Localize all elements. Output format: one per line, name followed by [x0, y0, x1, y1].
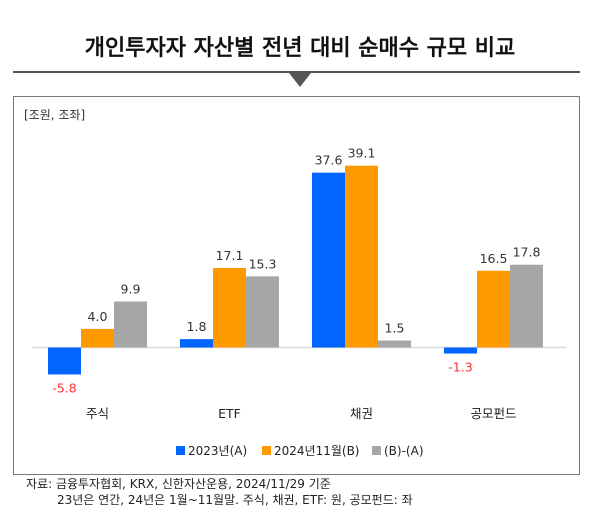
- data-label: 9.9: [121, 281, 141, 296]
- unit-label: [조원, 조좌]: [24, 108, 85, 122]
- data-label: 39.1: [348, 146, 376, 161]
- data-label: 15.3: [249, 256, 277, 271]
- bar-2-0: [312, 172, 345, 348]
- category-label: 공모펀드: [470, 406, 516, 421]
- bar-2-2: [378, 340, 411, 348]
- data-label: -1.3: [448, 360, 472, 375]
- data-label: -5.8: [52, 380, 76, 395]
- bar-1-2: [246, 276, 279, 348]
- data-label: 4.0: [88, 309, 108, 324]
- footnote-source: 자료: 금융투자협회, KRX, 신한자산운용, 2024/11/29 기준: [26, 477, 331, 491]
- data-label: 37.6: [315, 153, 343, 168]
- category-label: 채권: [350, 406, 373, 421]
- bar-2-1: [345, 165, 378, 348]
- bar-0-1: [81, 328, 114, 348]
- legend-label: 2023년(A): [188, 444, 247, 458]
- bar-1-1: [213, 267, 246, 348]
- legend-swatch: [372, 446, 381, 455]
- bar-0-2: [114, 301, 147, 348]
- category-label: ETF: [218, 406, 241, 421]
- data-label: 17.8: [513, 245, 541, 260]
- down-triangle-icon: [289, 73, 311, 87]
- legend-swatch: [262, 446, 271, 455]
- data-label: 16.5: [480, 251, 508, 266]
- bar-3-0: [444, 347, 477, 354]
- bar-0-0: [48, 347, 81, 375]
- footnote-note: 23년은 연간, 24년은 1월~11월말. 주식, 채권, ETF: 원, 공…: [57, 493, 413, 507]
- legend-label: (B)-(A): [384, 444, 424, 458]
- bar-1-0: [180, 339, 213, 348]
- category-label: 주식: [86, 406, 109, 421]
- data-label: 1.5: [385, 321, 405, 336]
- legend-label: 2024년11월(B): [274, 444, 360, 458]
- bar-3-1: [477, 270, 510, 348]
- data-label: 1.8: [187, 319, 207, 334]
- data-label: 17.1: [216, 248, 244, 263]
- legend-swatch: [176, 446, 185, 455]
- bar-3-2: [510, 264, 543, 348]
- chart-title: 개인투자자 자산별 전년 대비 순매수 규모 비교: [85, 36, 516, 61]
